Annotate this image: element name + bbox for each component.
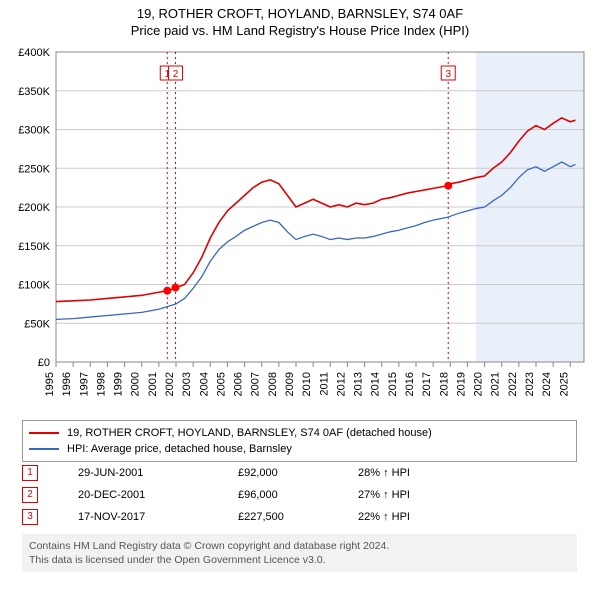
svg-text:2005: 2005 — [215, 372, 227, 396]
chart-subtitle: Price paid vs. HM Land Registry's House … — [0, 23, 600, 38]
marker-number: 2 — [22, 487, 38, 503]
svg-text:£250K: £250K — [18, 163, 50, 175]
svg-text:2004: 2004 — [198, 372, 210, 396]
svg-text:2018: 2018 — [438, 372, 450, 396]
marker-table-row: 2 20-DEC-2001£96,00027% ↑ HPI — [22, 484, 577, 506]
svg-text:1996: 1996 — [61, 372, 73, 396]
svg-text:2016: 2016 — [404, 372, 416, 396]
svg-text:£0: £0 — [38, 357, 50, 369]
svg-text:2011: 2011 — [318, 372, 330, 396]
footer-line: Contains HM Land Registry data © Crown c… — [29, 539, 570, 553]
svg-text:2024: 2024 — [541, 372, 553, 396]
legend-row: 19, ROTHER CROFT, HOYLAND, BARNSLEY, S74… — [29, 425, 570, 441]
svg-text:1998: 1998 — [95, 372, 107, 396]
svg-text:2013: 2013 — [353, 372, 365, 396]
svg-text:2019: 2019 — [455, 372, 467, 396]
svg-text:2014: 2014 — [370, 372, 382, 396]
svg-text:2012: 2012 — [335, 372, 347, 396]
marker-pct: 22% ↑ HPI — [358, 511, 478, 523]
marker-table-row: 3 17-NOV-2017£227,50022% ↑ HPI — [22, 506, 577, 528]
footer-line: This data is licensed under the Open Gov… — [29, 553, 570, 567]
marker-date: 20-DEC-2001 — [78, 489, 238, 501]
svg-text:2009: 2009 — [284, 372, 296, 396]
chart-title: 19, ROTHER CROFT, HOYLAND, BARNSLEY, S74… — [0, 6, 600, 21]
marker-number: 3 — [22, 509, 38, 525]
legend-swatch — [29, 432, 59, 434]
svg-text:2020: 2020 — [473, 372, 485, 396]
line-chart: £0 £50K £100K £150K £200K £250K £300K £350K £400… — [10, 48, 590, 408]
svg-text:£100K: £100K — [18, 280, 50, 292]
svg-text:3: 3 — [445, 69, 451, 80]
svg-text:2023: 2023 — [524, 372, 536, 396]
svg-text:2025: 2025 — [558, 372, 570, 396]
legend-row: HPI: Average price, detached house, Barn… — [29, 441, 570, 457]
marker-date: 17-NOV-2017 — [78, 511, 238, 523]
svg-text:2006: 2006 — [233, 372, 245, 396]
marker-table: 1 29-JUN-2001£92,00028% ↑ HPI 2 20-DEC-2001… — [22, 462, 577, 528]
marker-date: 29-JUN-2001 — [78, 467, 238, 479]
svg-text:£50K: £50K — [24, 318, 50, 330]
svg-text:£400K: £400K — [18, 48, 50, 59]
svg-text:2021: 2021 — [490, 372, 502, 396]
svg-text:2010: 2010 — [301, 372, 313, 396]
svg-text:£350K: £350K — [18, 86, 50, 98]
legend-swatch — [29, 448, 59, 450]
marker-price: £96,000 — [238, 489, 358, 501]
marker-price: £92,000 — [238, 467, 358, 479]
svg-text:2002: 2002 — [164, 372, 176, 396]
svg-text:2007: 2007 — [250, 372, 262, 396]
legend-label: 19, ROTHER CROFT, HOYLAND, BARNSLEY, S74… — [67, 427, 432, 439]
svg-text:2017: 2017 — [421, 372, 433, 396]
svg-text:2001: 2001 — [147, 372, 159, 396]
marker-pct: 27% ↑ HPI — [358, 489, 478, 501]
svg-text:£200K: £200K — [18, 202, 50, 214]
svg-text:£300K: £300K — [18, 125, 50, 137]
marker-pct: 28% ↑ HPI — [358, 467, 478, 479]
marker-number: 1 — [22, 465, 38, 481]
attribution-footer: Contains HM Land Registry data © Crown c… — [22, 534, 577, 572]
legend-label: HPI: Average price, detached house, Barn… — [67, 443, 292, 455]
svg-text:2022: 2022 — [507, 372, 519, 396]
svg-text:2: 2 — [173, 69, 179, 80]
marker-price: £227,500 — [238, 511, 358, 523]
svg-text:1997: 1997 — [78, 372, 90, 396]
marker-table-row: 1 29-JUN-2001£92,00028% ↑ HPI — [22, 462, 577, 484]
chart-legend: 19, ROTHER CROFT, HOYLAND, BARNSLEY, S74… — [22, 420, 577, 462]
svg-text:£150K: £150K — [18, 241, 50, 253]
svg-text:2015: 2015 — [387, 372, 399, 396]
svg-text:1999: 1999 — [113, 372, 125, 396]
svg-text:2008: 2008 — [267, 372, 279, 396]
svg-text:2000: 2000 — [130, 372, 142, 396]
svg-text:1995: 1995 — [44, 372, 56, 396]
svg-text:2003: 2003 — [181, 372, 193, 396]
